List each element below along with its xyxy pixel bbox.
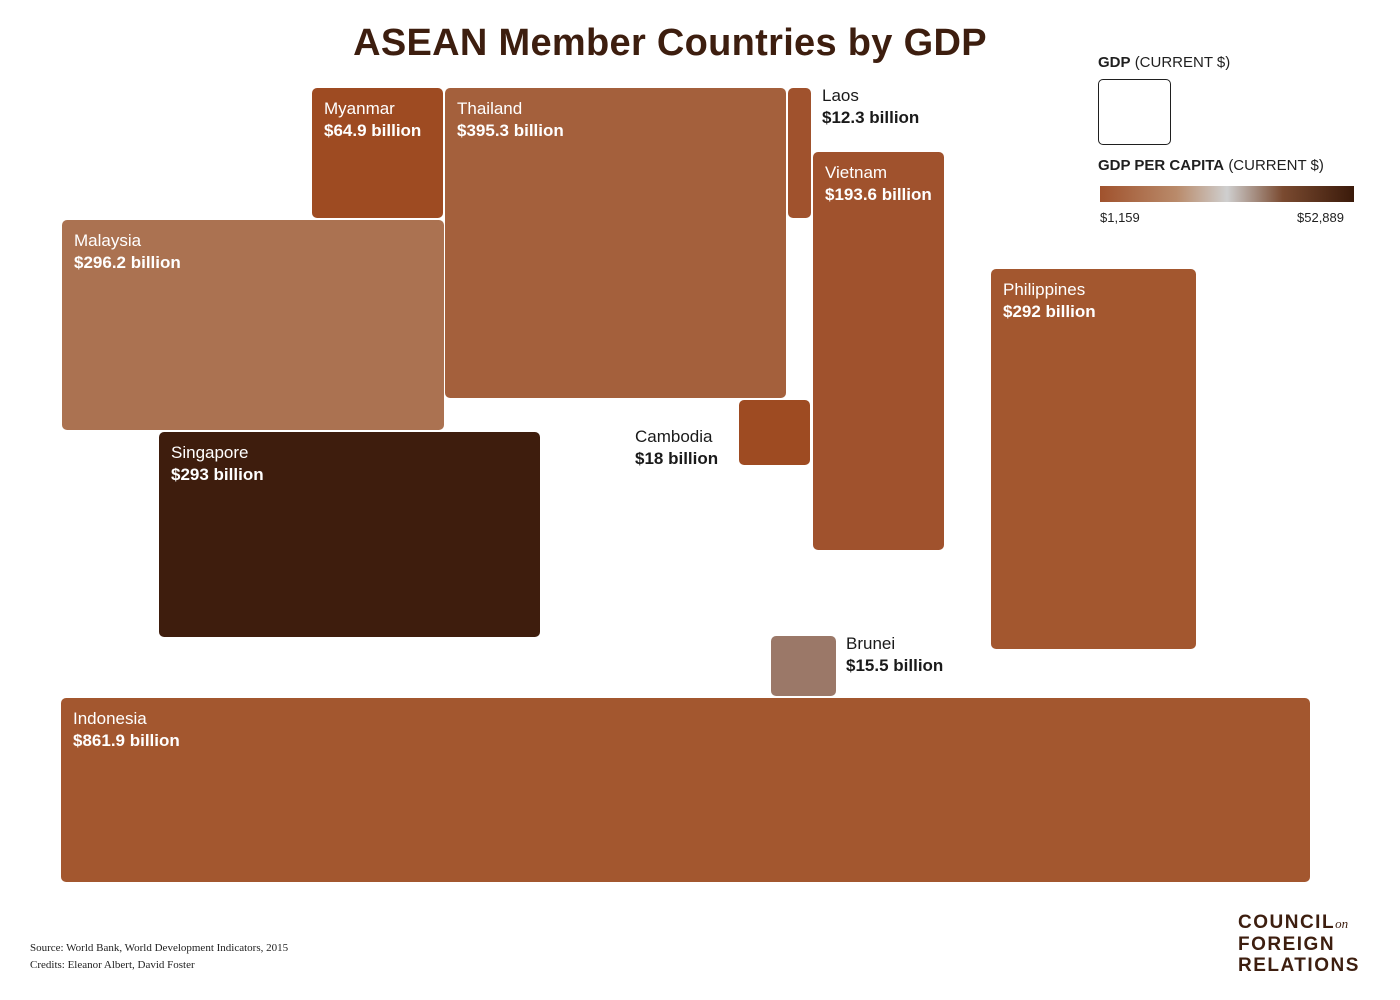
country-gdp-philippines: $292 billion xyxy=(1003,302,1096,321)
country-block-thailand xyxy=(445,88,786,398)
country-gdp-thailand: $395.3 billion xyxy=(457,121,564,140)
country-block-vietnam xyxy=(813,152,944,550)
country-gdp-cambodia: $18 billion xyxy=(635,449,718,468)
legend-max-label: $52,889 xyxy=(1297,210,1344,225)
country-gdp-singapore: $293 billion xyxy=(171,465,264,484)
legend-min-label: $1,159 xyxy=(1100,210,1140,225)
country-gdp-myanmar: $64.9 billion xyxy=(324,121,421,140)
country-block-singapore xyxy=(159,432,540,637)
credits-text: Credits: Eleanor Albert, David Foster xyxy=(30,959,195,971)
country-gdp-malaysia: $296.2 billion xyxy=(74,253,181,272)
country-name-thailand: Thailand xyxy=(457,99,522,118)
chart-title: ASEAN Member Countries by GDP xyxy=(353,22,987,64)
country-block-cambodia xyxy=(739,400,810,465)
country-gdp-vietnam: $193.6 billion xyxy=(825,185,932,204)
country-block-malaysia xyxy=(62,220,444,430)
cfr-logo: COUNCILon FOREIGN RELATIONS xyxy=(1238,912,1360,976)
country-block-indonesia xyxy=(61,698,1310,882)
legend-size-swatch xyxy=(1098,79,1171,145)
legend-color-title: GDP PER CAPITA (CURRENT $) xyxy=(1098,157,1324,174)
country-name-philippines: Philippines xyxy=(1003,280,1085,299)
country-name-indonesia: Indonesia xyxy=(73,709,147,728)
country-block-philippines xyxy=(991,269,1196,649)
country-name-malaysia: Malaysia xyxy=(74,231,142,250)
legend-color-gradient xyxy=(1100,186,1354,202)
country-block-laos xyxy=(788,88,811,218)
country-name-vietnam: Vietnam xyxy=(825,163,887,182)
country-block-brunei xyxy=(771,636,836,696)
source-text: Source: World Bank, World Development In… xyxy=(30,942,289,954)
country-name-singapore: Singapore xyxy=(171,443,249,462)
country-name-brunei: Brunei xyxy=(846,634,895,653)
country-name-myanmar: Myanmar xyxy=(324,99,395,118)
country-gdp-indonesia: $861.9 billion xyxy=(73,731,180,750)
country-name-cambodia: Cambodia xyxy=(635,427,713,446)
legend-size-title: GDP (CURRENT $) xyxy=(1098,54,1231,71)
country-gdp-brunei: $15.5 billion xyxy=(846,656,943,675)
country-block-myanmar xyxy=(312,88,443,218)
source-note: Source: World Bank, World Development In… xyxy=(30,940,288,974)
country-gdp-laos: $12.3 billion xyxy=(822,108,919,127)
country-name-laos: Laos xyxy=(822,86,859,105)
